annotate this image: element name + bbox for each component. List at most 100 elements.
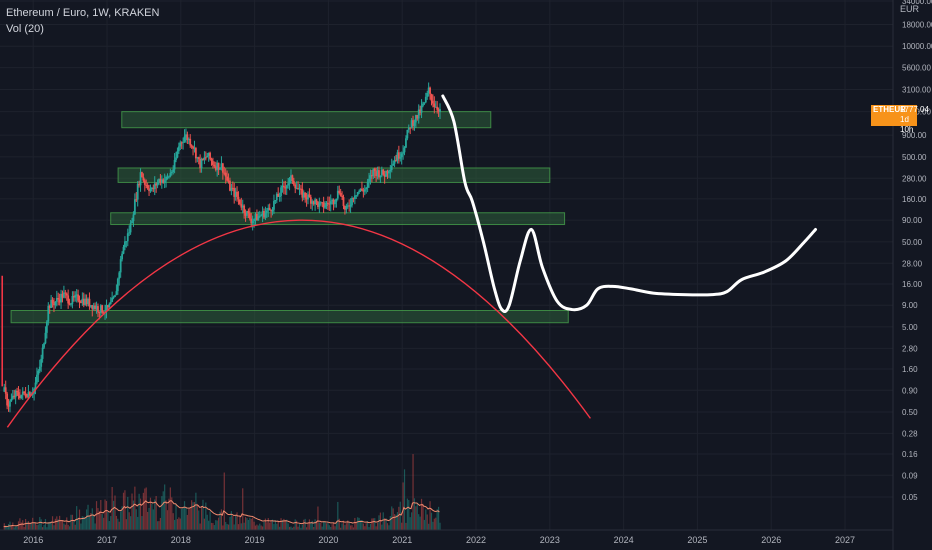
candle-body [331, 199, 334, 202]
volume-bar [20, 522, 22, 530]
volume-bar [120, 511, 122, 530]
candle-body [291, 175, 294, 181]
volume-bar [233, 524, 235, 530]
volume-indicator-label[interactable]: Vol (20) [6, 23, 44, 35]
candle-body [141, 172, 143, 178]
volume-bar [192, 502, 194, 530]
candle-body [318, 202, 321, 207]
candle-body [51, 299, 54, 304]
volume-bar [36, 525, 38, 530]
candle-body [115, 291, 118, 296]
candle-body [126, 233, 129, 242]
candle-body [98, 311, 101, 313]
candle-body [200, 158, 203, 169]
volume-bar [215, 520, 217, 530]
candle-body [135, 199, 138, 201]
candle-body [179, 142, 182, 147]
candle-body [248, 213, 251, 219]
volume-bar [341, 523, 343, 530]
volume-bar [365, 523, 367, 530]
volume-bar [344, 525, 346, 530]
candle-body [264, 212, 267, 218]
candle-body [82, 298, 85, 305]
volume-bar [328, 525, 330, 530]
candle-body [317, 201, 319, 207]
time-tick-label: 2018 [171, 535, 191, 545]
volume-bar [78, 509, 81, 530]
volume-bar [195, 492, 197, 530]
volume-bar [189, 508, 191, 530]
price-tick-label: 280.00 [902, 174, 927, 183]
volume-bar [436, 509, 438, 530]
candle-body [437, 109, 440, 112]
volume-bar [22, 520, 24, 530]
candle-body [284, 187, 287, 189]
price-tick-label: 50.00 [902, 238, 923, 247]
volume-bar [86, 509, 88, 530]
candle-body [189, 138, 192, 146]
candle-body [60, 293, 62, 303]
candle-body [146, 185, 149, 189]
price-tick-label: 3100.00 [902, 85, 931, 94]
volume-bar [401, 522, 403, 530]
volume-bar [435, 517, 437, 530]
volume-bar [61, 520, 64, 530]
volume-bar [313, 526, 315, 530]
volume-bar [354, 517, 356, 530]
volume-bar [399, 501, 401, 530]
volume-bar [242, 488, 244, 530]
volume-bar [107, 511, 109, 530]
volume-bar [368, 527, 370, 530]
price-tag-countdown: 1d 10h [900, 115, 914, 134]
volume-bar [219, 511, 221, 530]
candle-body [182, 141, 185, 143]
volume-bar [271, 519, 274, 530]
candle-body [412, 120, 414, 126]
volume-bar [127, 496, 129, 530]
volume-bar [176, 519, 179, 530]
price-axis[interactable]: 34000.00 18000.00 10000.00 5600.00 3100.00 17… [892, 0, 932, 550]
candle-body [170, 172, 173, 174]
volume-bar [381, 524, 383, 530]
symbol-title[interactable]: Ethereum / Euro, 1W, KRAKEN [6, 7, 160, 19]
volume-bar [288, 526, 291, 530]
volume-bar [297, 526, 299, 530]
candle-body [61, 293, 64, 298]
volume-bar [318, 522, 320, 530]
volume-bar [321, 526, 323, 530]
volume-bar [105, 500, 108, 530]
candle-body [153, 183, 156, 190]
candle-body [6, 393, 9, 406]
candle-body [116, 278, 119, 292]
volume-bar [345, 523, 347, 530]
candle-body [378, 170, 380, 178]
volume-bar [307, 522, 309, 530]
candle-body [221, 163, 224, 173]
candle-body [163, 180, 166, 183]
candle-body [253, 219, 255, 222]
volume-bar [300, 527, 302, 530]
volume-bar [178, 517, 180, 530]
candle-body [13, 395, 16, 398]
volume-bar [325, 523, 328, 530]
volume-bar [81, 516, 83, 530]
candle-body [281, 185, 284, 188]
candle-body [304, 192, 307, 198]
volume-bar [338, 518, 340, 530]
volume-bar [138, 493, 140, 530]
volume-bar [305, 527, 308, 530]
candle-body [94, 305, 97, 309]
candle-body [373, 168, 376, 172]
candle-body [206, 155, 209, 158]
candle-body [273, 201, 275, 210]
volume-bar [108, 521, 110, 530]
time-axis[interactable]: 2016 2017 2018 2019 2020 2021 2022 2023 2024 2025… [0, 529, 893, 545]
volume-bar [320, 522, 322, 530]
volume-bar [372, 518, 374, 530]
candle-body [422, 103, 424, 106]
rounding-arc [6, 219, 591, 428]
price-tick-label: 0.90 [902, 386, 918, 395]
candle-body [254, 213, 257, 220]
candle-body [16, 390, 18, 393]
